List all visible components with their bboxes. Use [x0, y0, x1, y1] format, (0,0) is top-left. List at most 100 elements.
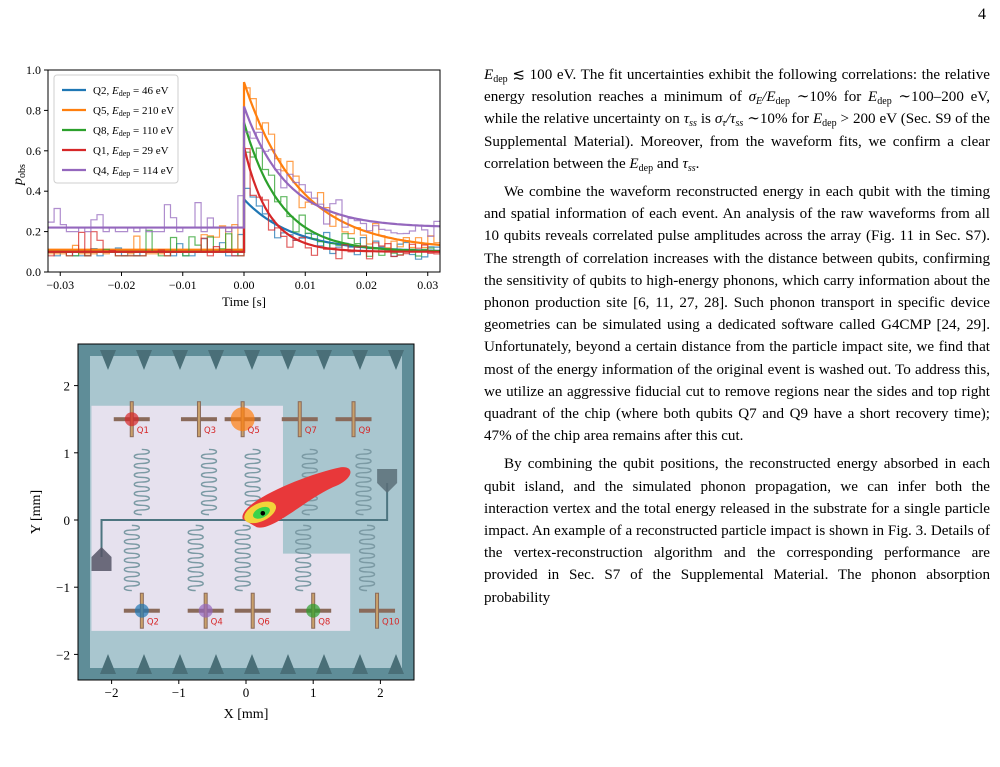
bond-pad [244, 654, 260, 674]
series-q4 [48, 106, 441, 237]
legend-label: Q8, Edep = 110 eV [93, 125, 174, 138]
legend: Q2, Edep = 46 eV Q5, Edep = 210 eV Q8, Ede… [53, 74, 179, 184]
qubit-q2: Q2 [123, 592, 160, 629]
y-tick-label: 0.8 [26, 103, 41, 117]
qubit-junction [197, 402, 200, 437]
qubit-label: Q3 [204, 426, 216, 436]
legend-box [53, 74, 179, 184]
y-tick-label: 0.0 [26, 265, 41, 279]
resonator-top [133, 448, 150, 516]
resonator-bottom [358, 524, 376, 592]
fit-curve [48, 106, 441, 229]
bond-pad [172, 350, 188, 370]
x-tick-label: 0.03 [417, 278, 438, 292]
bond-pad [172, 654, 188, 674]
resonator-top [244, 448, 261, 516]
qubit-energy-marker [124, 412, 139, 427]
qubit-label: Q7 [305, 426, 317, 436]
y-tick-label: 1 [64, 446, 71, 461]
y-tick-label: −2 [56, 647, 70, 662]
qubit-q1: Q1 [113, 401, 150, 438]
y-axis-label: pobs [11, 164, 28, 186]
resonator-top [200, 448, 218, 516]
reconstructed-vertex [260, 510, 266, 516]
bond-pad [136, 654, 152, 674]
chip-vertex-map: Q1 Q3 Q5 Q7 Q9 Q2 Q4 Q6 Q8 Q10 −2 −1 0 1 2 2 1 0 −1 −2 X [m… [29, 343, 415, 722]
series-q5 [48, 81, 441, 255]
body-text-column: Edep ≲ 100 eV. The fit uncertainties exh… [484, 64, 990, 609]
x-tick-label: 0 [243, 685, 250, 700]
fit-curve [48, 122, 441, 253]
qubit-label: Q10 [382, 618, 400, 628]
qubit-label: Q9 [359, 426, 371, 436]
qubit-label: Q8 [318, 618, 330, 628]
resonator-bottom [187, 524, 204, 592]
launch-pad-right [377, 469, 398, 494]
series-q1 [48, 146, 440, 260]
qubit-label: Q4 [211, 618, 223, 628]
fiducial-region [91, 405, 351, 631]
raw-waveform [48, 148, 440, 260]
resonator-bottom [294, 524, 312, 592]
fit-curve [48, 81, 441, 251]
qubit-q3: Q3 [180, 401, 217, 438]
qubit-junction [352, 402, 355, 437]
resonator-bottom [123, 524, 141, 592]
qubit-q6: Q6 [234, 592, 271, 629]
y-tick-label: 0.6 [26, 144, 41, 158]
bond-pad [280, 350, 296, 370]
y-tick-label: 0.2 [26, 225, 41, 239]
x-axis-label: X [mm] [224, 707, 269, 722]
qubit-energy-marker [198, 603, 213, 618]
x-tick-label: 0.01 [295, 278, 316, 292]
bond-pad [100, 350, 116, 370]
bond-pad [100, 654, 116, 674]
bond-pad [316, 654, 332, 674]
x-tick-label: 0.02 [356, 278, 377, 292]
bond-pad [208, 350, 224, 370]
page-number: 4 [978, 6, 986, 23]
qubit-q10: Q10 [359, 592, 400, 629]
bond-pad [352, 654, 368, 674]
y-tick-label: −1 [56, 580, 70, 595]
fit-curve [48, 146, 440, 253]
qubit-q7: Q7 [281, 401, 318, 438]
x-tick-label: 2 [377, 685, 384, 700]
y-axis-label: Y [mm] [29, 490, 44, 534]
x-tick-label: −0.02 [108, 278, 136, 292]
qubit-energy-marker [134, 603, 149, 618]
qubit-q8: Q8 [295, 592, 332, 629]
qubit-label: Q1 [137, 426, 149, 436]
waveform-chart: −0.03 −0.02 −0.01 0.00 0.01 0.02 0.03 0.0 0.2 0.4… [11, 63, 441, 309]
x-tick-label: −1 [172, 685, 186, 700]
qubit-label: Q6 [258, 618, 270, 628]
qubit-q5: Q5 [224, 401, 261, 438]
bond-pad [136, 350, 152, 370]
qubit-label: Q5 [248, 426, 260, 436]
resonator-bottom [234, 524, 251, 592]
x-tick-label: −0.03 [46, 278, 74, 292]
legend-label: Q5, Edep = 210 eV [93, 105, 174, 118]
qubit-q4: Q4 [187, 592, 224, 629]
legend-label: Q1, Edep = 29 eV [93, 145, 169, 158]
qubit-label: Q2 [147, 618, 159, 628]
y-tick-label: 0.4 [26, 184, 41, 198]
launch-pad-left [91, 546, 112, 571]
bond-pad [316, 350, 332, 370]
qubit-junction [251, 593, 254, 628]
qubit-junction [376, 593, 379, 628]
resonator-top [355, 448, 372, 516]
bond-pad [388, 654, 404, 674]
paragraph-1: Edep ≲ 100 eV. The fit uncertainties exh… [484, 67, 990, 174]
bond-pad [352, 350, 368, 370]
legend-label: Q4, Edep = 114 eV [93, 165, 174, 178]
qubit-q9: Q9 [335, 401, 372, 438]
paragraph-2: We combine the waveform reconstructed en… [484, 184, 990, 445]
x-tick-label: −2 [105, 685, 119, 700]
qubit-energy-marker [306, 603, 321, 618]
y-tick-label: 0 [64, 513, 71, 528]
legend-label: Q2, Edep = 46 eV [93, 85, 169, 98]
x-axis-label: Time [s] [222, 294, 266, 309]
bond-pad [208, 654, 224, 674]
y-tick-label: 2 [64, 379, 71, 394]
